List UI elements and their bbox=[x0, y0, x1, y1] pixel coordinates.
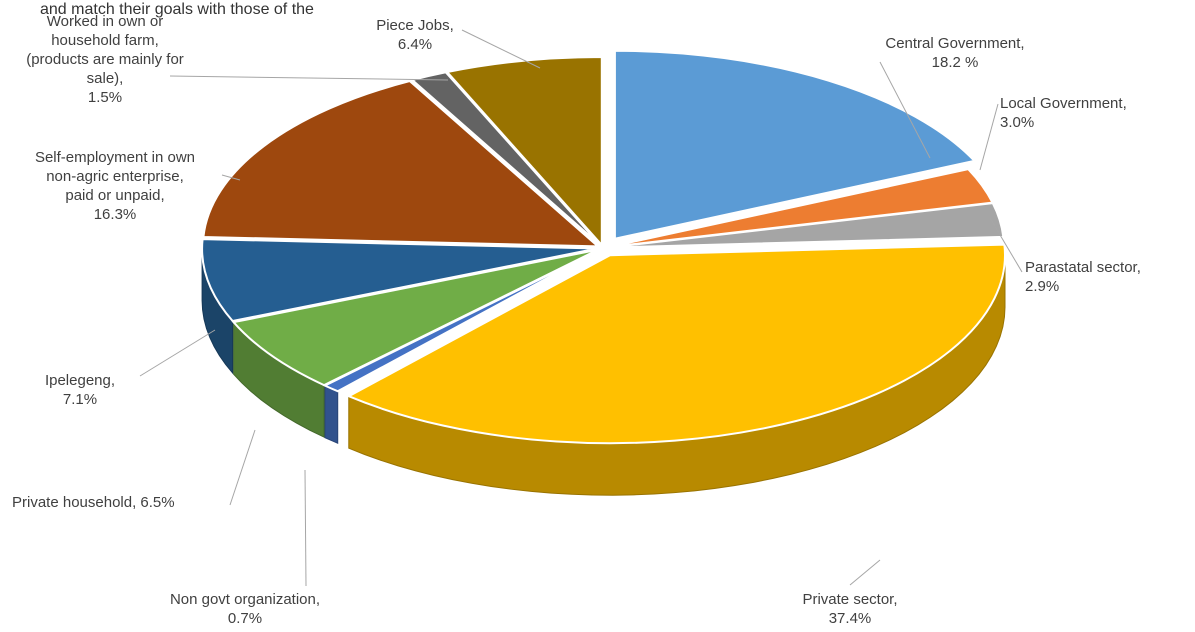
leader-line-piece-jobs bbox=[461, 29, 541, 69]
header-text-fragment: and match their goals with those of the bbox=[40, 1, 314, 18]
label-private-sector: Private sector, 37.4% bbox=[802, 591, 897, 627]
label-private-household: Private household, 6.5% bbox=[12, 494, 175, 511]
label-central-government: Central Government, 18.2 % bbox=[885, 35, 1024, 71]
label-non-govt-organization: Non govt organization, 0.7% bbox=[170, 591, 320, 627]
leader-line-ipelegeng bbox=[139, 329, 216, 377]
leader-line-parastatal-sector bbox=[989, 217, 1023, 273]
pie-slices bbox=[201, 49, 1006, 445]
slice-labels: Central Government, 18.2 % Local Governmen… bbox=[12, 13, 1141, 627]
leader-line-private-sector bbox=[849, 559, 881, 586]
leader-line-private-household bbox=[229, 429, 256, 506]
label-ipelegeng: Ipelegeng, 7.1% bbox=[45, 372, 115, 408]
label-self-employment-in-own-non-agric-enterprise-paid-or-unpaid: Self-employment in own non-agric enterpri… bbox=[35, 149, 195, 223]
leader-line-self-employment-in-own-non-agric-enterprise-paid-or-unpaid bbox=[221, 174, 241, 181]
pie-side-non-govt-organization bbox=[324, 384, 339, 444]
label-local-government: Local Government, 3.0% bbox=[1000, 95, 1127, 131]
pie-slice-piece-jobs bbox=[445, 56, 603, 248]
leader-line-worked-in-own-or-household-farm-products-are-mainly-for-sale bbox=[169, 75, 449, 81]
label-worked-in-own-or-household-farm-products-are-mainly-for-sale: Worked in own or household farm, (products… bbox=[26, 13, 184, 106]
pie-slice-private-sector bbox=[346, 243, 1006, 445]
leader-line-central-government bbox=[879, 61, 931, 159]
pie-slice-parastatal-sector bbox=[608, 202, 1005, 249]
pie-slice-private-household bbox=[231, 248, 599, 387]
leader-lines bbox=[139, 29, 1023, 587]
leader-line-non-govt-organization bbox=[304, 469, 307, 587]
leader-line-local-government bbox=[979, 103, 999, 171]
label-piece-jobs: Piece Jobs, 6.4% bbox=[376, 17, 454, 53]
label-parastatal-sector: Parastatal sector, 2.9% bbox=[1025, 259, 1141, 295]
pie-slice-self-employment-in-own-non-agric-enterprise-paid-or-unpaid bbox=[202, 79, 601, 248]
pie-slice-ipelegeng bbox=[201, 238, 598, 323]
pie-slice-central-government bbox=[613, 49, 977, 240]
